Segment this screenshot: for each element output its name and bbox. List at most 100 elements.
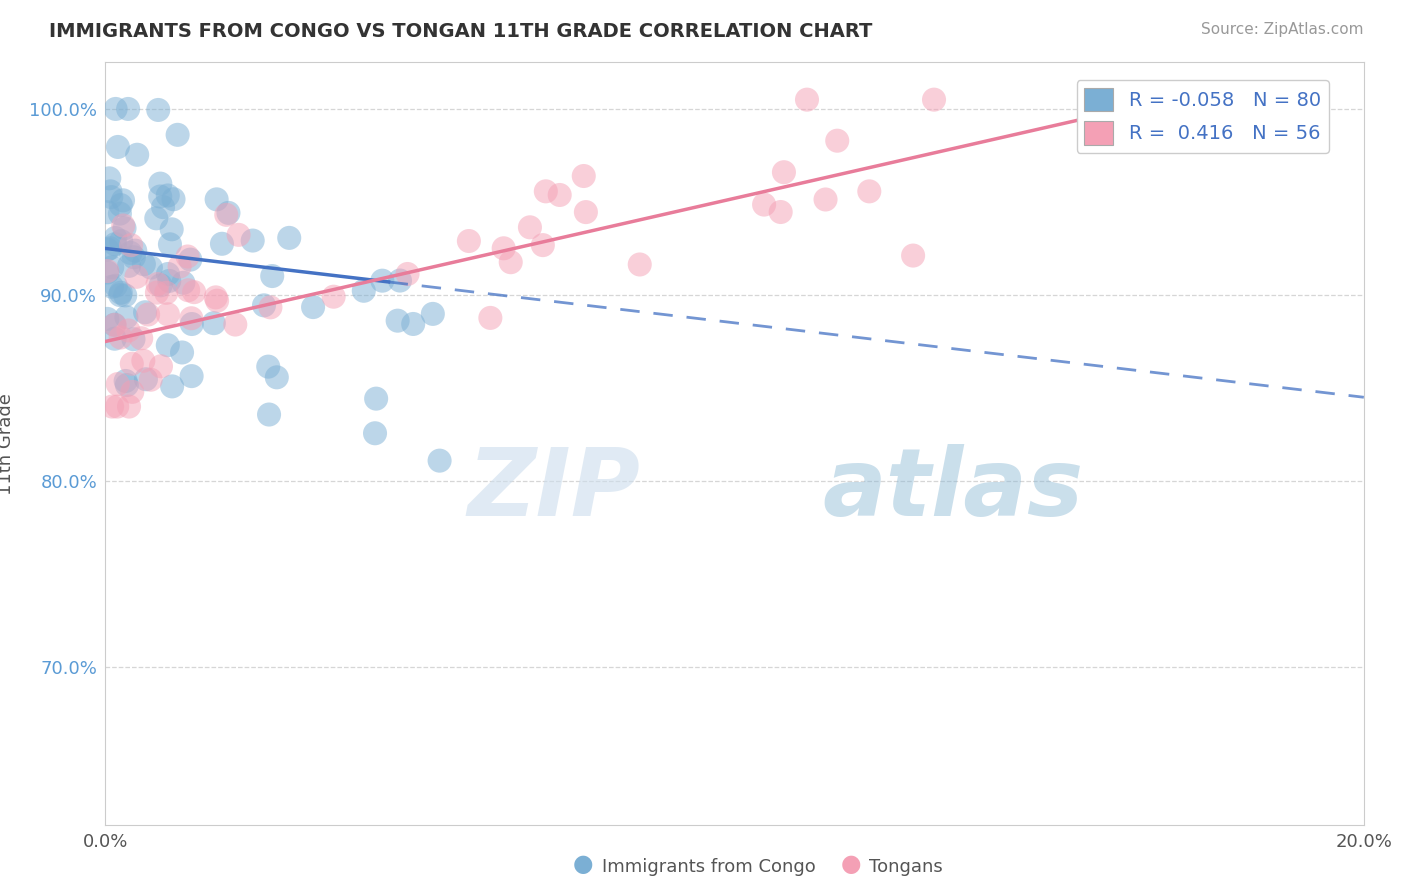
Point: [215, 208, 238, 222]
Point: [112, 219, 135, 233]
Point: [117, 324, 139, 338]
Text: Tongans: Tongans: [869, 858, 942, 876]
Point: [135, 372, 157, 386]
Point: [429, 453, 451, 467]
Point: [302, 300, 325, 314]
Point: [100, 190, 122, 204]
Point: [479, 310, 502, 325]
Point: [118, 400, 141, 414]
Point: [217, 206, 239, 220]
Point: [96, 264, 118, 278]
Legend: R = -0.058   N = 80, R =  0.416   N = 56: R = -0.058 N = 80, R = 0.416 N = 56: [1077, 79, 1329, 153]
Point: [149, 278, 172, 293]
Point: [107, 140, 129, 154]
Point: [100, 185, 122, 199]
Text: ZIP: ZIP: [467, 443, 640, 535]
Point: [149, 189, 172, 203]
Point: [139, 260, 162, 275]
Point: [155, 285, 177, 300]
Point: [110, 330, 132, 344]
Point: [814, 193, 837, 207]
Point: [108, 206, 131, 220]
Point: [134, 305, 156, 319]
Point: [105, 400, 128, 414]
Point: [104, 231, 127, 245]
Point: [224, 318, 246, 332]
Point: [115, 378, 138, 392]
Point: [152, 200, 174, 214]
Point: [179, 252, 201, 267]
Point: [125, 269, 148, 284]
Point: [170, 345, 193, 359]
Point: [110, 285, 132, 300]
Point: [176, 250, 198, 264]
Point: [156, 267, 179, 281]
Point: [115, 310, 138, 325]
Point: [825, 134, 848, 148]
Point: [108, 288, 131, 302]
Point: [160, 379, 183, 393]
Point: [98, 171, 121, 186]
Point: [121, 384, 143, 399]
Point: [322, 290, 344, 304]
Point: [575, 205, 598, 219]
Point: [132, 353, 155, 368]
Point: [262, 268, 284, 283]
Point: [205, 193, 228, 207]
Point: [160, 222, 183, 236]
Point: [156, 188, 179, 202]
Point: [120, 238, 142, 252]
Point: [177, 283, 200, 297]
Point: [156, 307, 179, 321]
Point: [112, 194, 135, 208]
Text: Immigrants from Congo: Immigrants from Congo: [602, 858, 815, 876]
Point: [118, 259, 141, 273]
Point: [796, 93, 818, 107]
Point: [132, 257, 155, 271]
Point: [96, 205, 118, 219]
Point: [104, 318, 127, 332]
Point: [124, 244, 146, 258]
Point: [628, 258, 651, 272]
Point: [531, 238, 554, 252]
Point: [145, 211, 167, 226]
Point: [180, 311, 202, 326]
Text: ●: ●: [574, 852, 593, 876]
Point: [492, 241, 515, 255]
Point: [396, 267, 419, 281]
Point: [205, 293, 228, 308]
Point: [364, 426, 387, 441]
Point: [101, 400, 124, 414]
Point: [242, 234, 264, 248]
Point: [278, 231, 301, 245]
Text: Source: ZipAtlas.com: Source: ZipAtlas.com: [1201, 22, 1364, 37]
Point: [228, 227, 250, 242]
Point: [388, 274, 411, 288]
Point: [752, 197, 775, 211]
Point: [96, 265, 118, 279]
Point: [183, 285, 205, 300]
Point: [121, 357, 143, 371]
Point: [110, 234, 132, 248]
Point: [114, 374, 136, 388]
Text: ●: ●: [841, 852, 860, 876]
Point: [136, 308, 159, 322]
Point: [211, 236, 233, 251]
Point: [499, 255, 522, 269]
Point: [98, 241, 121, 255]
Point: [149, 359, 172, 374]
Point: [149, 177, 172, 191]
Point: [103, 318, 125, 332]
Point: [139, 373, 162, 387]
Point: [387, 313, 409, 327]
Point: [519, 220, 541, 235]
Point: [204, 290, 226, 304]
Point: [107, 377, 129, 392]
Point: [353, 284, 375, 298]
Point: [259, 301, 281, 315]
Point: [96, 312, 118, 326]
Point: [1107, 93, 1129, 107]
Point: [166, 128, 188, 142]
Point: [129, 331, 152, 345]
Point: [122, 332, 145, 346]
